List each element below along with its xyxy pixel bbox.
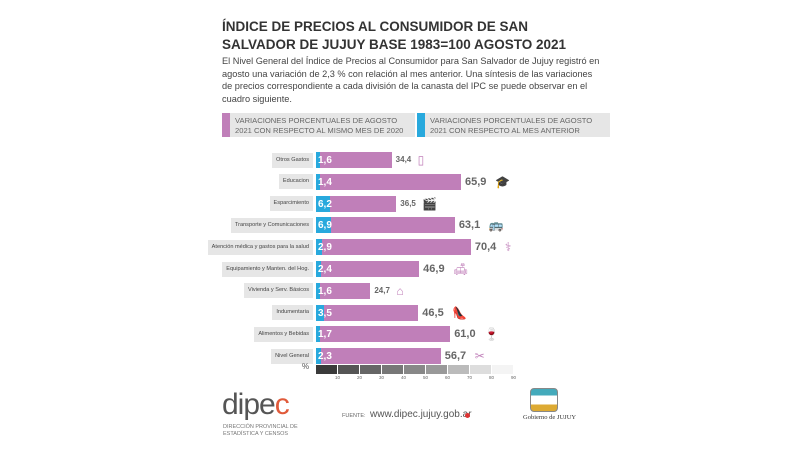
- bus-plane-icon: 🚌: [488, 218, 504, 233]
- data-label-annual: 56,7: [444, 350, 467, 363]
- doctor-icon: ⚕: [504, 240, 512, 255]
- data-label-annual: 36,5: [400, 198, 416, 208]
- bar-monthly: [316, 304, 324, 321]
- data-label-monthly: 2,4: [318, 264, 332, 275]
- scale-segment: [338, 365, 359, 374]
- scale-segment: [404, 365, 425, 374]
- bar-monthly: [316, 282, 320, 299]
- data-label-annual: 24,7: [374, 285, 390, 295]
- bar-annual: [316, 304, 419, 321]
- legend-annual: VARIACIONES PORCENTUALES DE AGOSTO 2021 …: [222, 113, 415, 137]
- data-label-annual: 34,4: [395, 155, 412, 164]
- data-label-monthly: 1,6: [318, 155, 332, 166]
- bar-annual: [316, 217, 455, 234]
- axis-label: %: [302, 362, 310, 371]
- category-label: Educacion: [278, 174, 313, 190]
- sofa-icon: 🛋: [453, 262, 469, 276]
- x-tick-label: 10: [335, 375, 341, 380]
- legend-label-monthly: VARIACIONES PORCENTUALES DE AGOSTO 2021 …: [430, 116, 593, 135]
- bar-monthly: [316, 326, 320, 343]
- data-label-monthly: 1,6: [318, 285, 332, 297]
- data-label-monthly: 3,5: [318, 307, 332, 319]
- dot-icon: [465, 413, 470, 418]
- category-label: Otros Gastos: [272, 152, 313, 168]
- food-drink-icon: 🍷: [484, 327, 500, 342]
- bar-annual: [316, 348, 441, 365]
- legend-swatch-monthly: [417, 113, 425, 137]
- data-label-annual: 61,0: [454, 328, 476, 341]
- x-tick-label: 80: [489, 375, 495, 380]
- category-label: Indumentaria: [272, 305, 313, 321]
- bar-monthly: [316, 173, 320, 190]
- category-label: Esparcimiento: [269, 196, 313, 212]
- bar-monthly: [316, 152, 320, 168]
- legend-swatch-annual: [222, 113, 230, 137]
- bar-monthly: [316, 261, 322, 277]
- phone-icon: ▯: [417, 153, 425, 167]
- category-label: Atención médica y gastos para la salud: [207, 239, 313, 255]
- source-url[interactable]: www.dipec.jujuy.gob.ar: [370, 409, 472, 420]
- scissors-icon: ✂: [474, 349, 485, 364]
- jujuy-seal-icon: [530, 388, 558, 412]
- bar-monthly: [316, 195, 330, 212]
- scale-segment: [448, 365, 469, 374]
- category-label: Alimentos y Bebidas: [254, 326, 313, 342]
- data-label-monthly: 2,3: [318, 351, 332, 363]
- scale-segment: [316, 365, 337, 374]
- bar-monthly: [316, 217, 332, 234]
- page-title: ÍNDICE DE PRECIOS AL CONSUMIDOR DE SAN S…: [222, 19, 567, 52]
- category-label: Transporte y Comunicaciones: [230, 217, 313, 233]
- intro-text: El Nivel General del Índice de Precios a…: [222, 56, 600, 104]
- data-label-annual: 63,1: [458, 219, 481, 232]
- clapperboard-icon: 🎬: [422, 196, 438, 211]
- category-label: Nivel General: [271, 348, 313, 364]
- bar-annual: [316, 282, 371, 299]
- bar-annual: [316, 261, 420, 277]
- gov-name: Gobierno de JUJUY: [523, 414, 577, 421]
- scale-segment: [492, 365, 513, 374]
- x-tick-label: 70: [467, 375, 473, 380]
- dipec-org-name: DIRECCIÓN PROVINCIAL DE ESTADÍSTICA Y CE…: [223, 424, 298, 437]
- scale-segment: [426, 365, 447, 374]
- scale-segment: [470, 365, 491, 374]
- scale-segment: [360, 365, 381, 374]
- bar-annual: [316, 173, 461, 190]
- data-label-annual: 46,5: [422, 306, 444, 319]
- dipec-logo: dipec: [222, 388, 290, 421]
- category-label: Vivienda y Serv. Básicos: [243, 283, 313, 299]
- data-label-annual: 46,9: [423, 263, 445, 275]
- x-tick-label: 20: [357, 375, 363, 380]
- source-label: FUENTE:: [342, 413, 366, 419]
- data-label-monthly: 1,4: [318, 176, 332, 188]
- bar-annual: [316, 152, 392, 168]
- data-label-monthly: 6,2: [318, 198, 332, 210]
- house-icon: ⌂: [396, 283, 404, 298]
- graduation-cap-icon: 🎓: [494, 174, 510, 189]
- x-tick-label: 30: [379, 375, 385, 380]
- x-tick-label: 40: [401, 375, 407, 380]
- x-tick-label: 90: [511, 375, 517, 380]
- data-label-annual: 70,4: [474, 241, 497, 254]
- bar-monthly: [316, 348, 322, 365]
- shoe-icon: 👠: [452, 305, 468, 320]
- data-label-annual: 65,9: [464, 175, 487, 188]
- bar-annual: [316, 326, 451, 343]
- legend-label-annual: VARIACIONES PORCENTUALES DE AGOSTO 2021 …: [235, 116, 404, 135]
- x-tick-label: 60: [445, 375, 451, 380]
- bar-monthly: [316, 239, 323, 256]
- data-label-monthly: 6,9: [318, 220, 332, 232]
- scale-segment: [382, 365, 403, 374]
- bar-annual: [316, 239, 471, 256]
- data-label-monthly: 2,9: [318, 242, 332, 254]
- bar-annual: [316, 195, 397, 212]
- category-label: Equipamiento y Manten. del Hog.: [222, 261, 313, 277]
- x-tick-label: 50: [423, 375, 429, 380]
- legend-monthly: VARIACIONES PORCENTUALES DE AGOSTO 2021 …: [417, 113, 610, 137]
- data-label-monthly: 1,7: [318, 329, 332, 341]
